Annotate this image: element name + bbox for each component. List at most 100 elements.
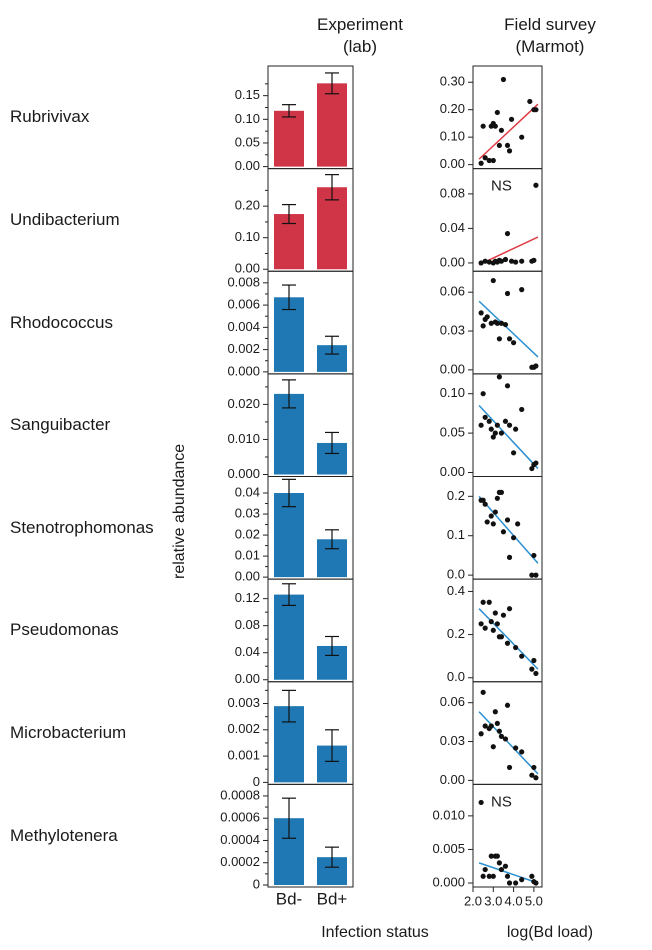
genus-label-microbacterium: Microbacterium [10,723,127,743]
scatter-point [529,465,535,472]
scatter-point [494,109,500,116]
scatter-point [498,430,505,436]
trend-line [478,405,539,470]
bar-y-tick-label: 0.002 [227,341,260,356]
scatter-point [506,554,513,560]
genus-label-methylotenera: Methylotenera [10,825,118,845]
scatter-point [504,640,511,646]
trend-line [478,103,539,160]
scatter-point [508,116,515,122]
bar-y-tick-label: 0.01 [235,548,260,563]
bar-y-tick-label: 0.04 [235,484,260,499]
scatter-point [498,320,505,326]
scatter-point [494,422,500,428]
x-axis-title-right: log(Bd load) [506,924,594,941]
scatter-y-tick-label: 0.010 [432,807,465,822]
scatter-point [482,625,488,631]
scatter-point [488,426,494,432]
scatter-point [480,123,486,129]
scatter-point [519,749,525,755]
scatter-point [506,880,513,886]
scatter-point [510,340,517,346]
scatter-point [480,497,486,503]
scatter-point [502,418,509,424]
scatter-point [498,489,505,495]
scatter-x-tick-label: 2.0 [464,893,482,908]
scatter-point [519,653,525,659]
bar-y-tick-label: 0.10 [235,229,260,244]
scatter-point [502,863,509,869]
scatter-x-tick-label: 3.0 [484,893,502,908]
bar-y-tick-label: 0.02 [235,527,260,542]
bar-y-tick-label: 0 [253,876,260,891]
bar-y-tick-label: 0.00 [235,569,260,584]
scatter-y-tick-label: 0.2 [447,488,465,503]
scatter-panel-frame [472,65,543,170]
scatter-point [504,702,511,708]
bar-y-tick-label: 0.20 [235,198,260,213]
scatter-point [490,157,496,164]
scatter-point [494,853,500,859]
scatter-point [513,644,519,651]
scatter-y-tick-label: 0.00 [440,361,465,376]
scatter-point [482,258,488,264]
bar-y-tick-label: 0.0006 [220,810,260,825]
scatter-point [488,513,494,519]
scatter-point [510,535,517,541]
bar-y-tick-label: 0.008 [227,274,260,289]
scatter-point [496,336,502,342]
scatter-point [496,860,502,866]
scatter-point [482,155,488,161]
scatter-point [533,572,539,578]
bar-y-tick-label: 0.000 [227,466,260,481]
bar-Bd- [274,594,304,680]
trend-line [478,495,539,564]
bar-y-tick-label: 0.002 [227,721,260,736]
scatter-panel-frame [472,578,543,683]
scatter-point [506,148,513,154]
bar-y-tick-label: 0.000 [227,363,260,378]
scatter-point [478,260,484,266]
scatter-point [513,745,519,751]
scatter-point [490,277,496,284]
scatter-y-tick-label: 0.03 [440,322,465,337]
bar-y-tick-label: 0.00 [235,261,260,276]
bar-y-tick-label: 0.03 [235,505,260,520]
scatter-point [480,323,486,329]
ns-label: NS [491,793,512,810]
bar-Bd+ [317,83,347,167]
scatter-point [490,744,496,750]
scatter-point [504,873,511,879]
scatter-point [486,259,492,265]
scatter-point [519,258,525,264]
scatter-x-tick-label: 5.0 [525,893,543,908]
experiment-header-line1: Experiment [317,15,403,34]
scatter-point [490,434,496,440]
experiment-header: Experiment (lab) [275,14,445,58]
scatter-point [531,764,537,771]
scatter-point [496,728,502,734]
scatter-point [513,880,519,886]
scatter-point [498,866,505,873]
scatter-point [494,495,500,501]
scatter-point [480,391,486,397]
scatter-point [533,775,539,781]
scatter-point [490,873,496,879]
scatter-point [486,599,492,605]
ns-label: NS [491,178,512,195]
bar-y-tick-label: 0.00 [235,671,260,686]
scatter-point [482,501,488,507]
scatter-point [488,723,494,729]
bar-Bd- [274,110,304,167]
genus-label-sanguibacter: Sanguibacter [10,415,111,435]
trend-line [478,608,539,670]
bar-y-tick-label: 0.020 [227,396,260,411]
scatter-point [498,127,505,133]
bar-panel-frame [267,783,354,888]
scatter-point [478,621,484,627]
scatter-y-tick-label: 0.20 [440,101,465,116]
scatter-point [482,414,488,420]
genus-label-undibacterium: Undibacterium [10,209,120,229]
scatter-point [506,606,513,612]
